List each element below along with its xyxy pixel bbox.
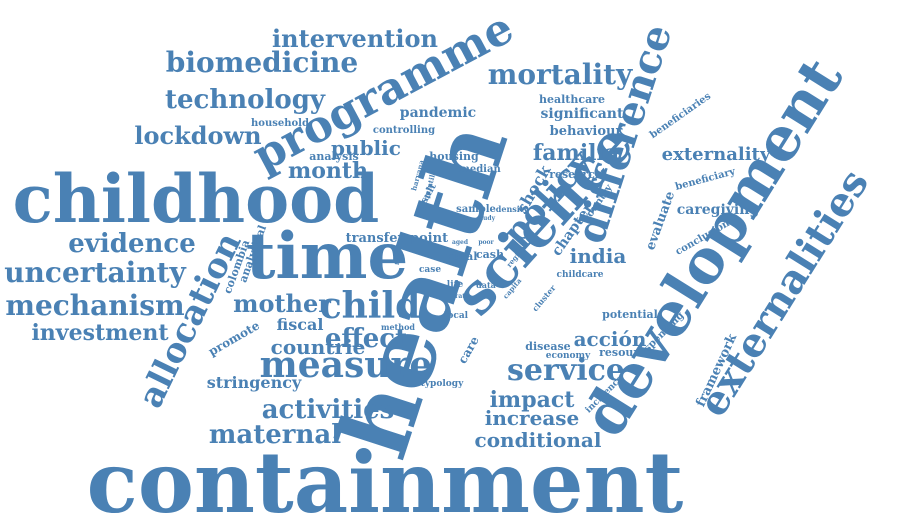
cloud-word-case: case — [419, 265, 441, 275]
cloud-word-research: research — [549, 168, 603, 181]
cloud-word-childhood: childhood — [13, 160, 380, 238]
cloud-word-childcare: childcare — [557, 270, 604, 280]
cloud-word-point: point — [410, 231, 448, 246]
cloud-word-service: service — [507, 353, 625, 388]
cloud-word-pandemic: pandemic — [400, 105, 476, 121]
cloud-word-child: child — [320, 285, 421, 327]
cloud-word-sample: sample — [456, 204, 496, 215]
cloud-word-india: india — [570, 244, 627, 268]
cloud-word-conditional: conditional — [475, 428, 602, 452]
cloud-word-disease: disease — [525, 340, 570, 353]
cloud-word-density: density — [496, 204, 529, 214]
cloud-word-cash: cash — [476, 248, 504, 261]
cloud-word-study: study — [477, 215, 496, 222]
cloud-word-measure: measure — [260, 344, 433, 386]
cloud-word-rate: rate — [455, 293, 469, 300]
cloud-word-analysis: analysis — [309, 150, 358, 163]
cloud-word-poor: poor — [478, 239, 494, 246]
cloud-word-intervention: intervention — [272, 24, 438, 53]
cloud-word-impact: impact — [490, 387, 576, 413]
cloud-word-accion: acción — [574, 327, 647, 351]
cloud-word-household: household — [251, 118, 309, 129]
cloud-word-promote: promote — [206, 318, 262, 359]
cloud-word-significant: significant — [541, 106, 624, 122]
cloud-word-time: time — [246, 219, 408, 294]
cloud-word-maternal: maternal — [209, 420, 341, 450]
cloud-word-transfer: transfer — [346, 231, 405, 246]
cloud-word-life: life — [447, 280, 464, 290]
cloud-word-investment: investment — [31, 320, 169, 346]
cloud-word-data: data — [476, 280, 496, 290]
cloud-word-externality: externality — [662, 144, 771, 165]
cloud-word-rural: rural — [447, 250, 478, 263]
cloud-word-fiscal: fiscal — [277, 315, 324, 334]
cloud-word-typology: typology — [421, 379, 464, 389]
cloud-word-healthcare: healthcare — [539, 93, 605, 106]
cloud-word-median: median — [459, 164, 501, 175]
cloud-word-effect: effect — [325, 324, 407, 354]
cloud-word-aged: aged — [452, 239, 469, 246]
cloud-word-mortality: mortality — [488, 58, 633, 91]
cloud-word-month: month — [288, 158, 368, 184]
cloud-word-technology: technology — [165, 85, 326, 115]
cloud-word-uncertainty: uncertainty — [4, 256, 186, 289]
cloud-word-housing: housing — [429, 150, 479, 163]
cloud-word-cluster: cluster — [530, 282, 558, 313]
cloud-word-countrie: countrie — [271, 335, 366, 359]
cloud-word-increase: increase — [485, 406, 580, 430]
cloud-word-evaluate: evaluate — [643, 189, 678, 252]
cloud-word-familia: familia — [533, 140, 619, 166]
cloud-word-public: public — [331, 136, 401, 160]
cloud-word-containment: containment — [87, 433, 684, 525]
cloud-word-activities: activities — [262, 395, 395, 425]
cloud-word-caregiving: caregiving — [677, 202, 760, 218]
cloud-word-behaviour: behaviour — [550, 124, 623, 139]
cloud-word-potential: potential — [602, 308, 658, 321]
cloud-word-mother: mother — [233, 289, 331, 318]
cloud-word-evidence: evidence — [68, 229, 196, 259]
cloud-word-more: more — [417, 205, 435, 212]
cloud-word-stringency: stringency — [207, 373, 302, 392]
cloud-word-resource: resource — [599, 346, 653, 359]
cloud-word-economy: economy — [546, 351, 591, 361]
cloud-word-lockdown: lockdown — [134, 121, 261, 150]
cloud-word-mechanism: mechanism — [5, 289, 184, 322]
cloud-word-biomedicine: biomedicine — [166, 46, 358, 79]
cloud-word-food: food — [394, 249, 404, 266]
cloud-word-controlling: controlling — [373, 125, 435, 136]
cloud-word-local: local — [444, 311, 469, 321]
cloud-word-method: method — [381, 322, 415, 332]
